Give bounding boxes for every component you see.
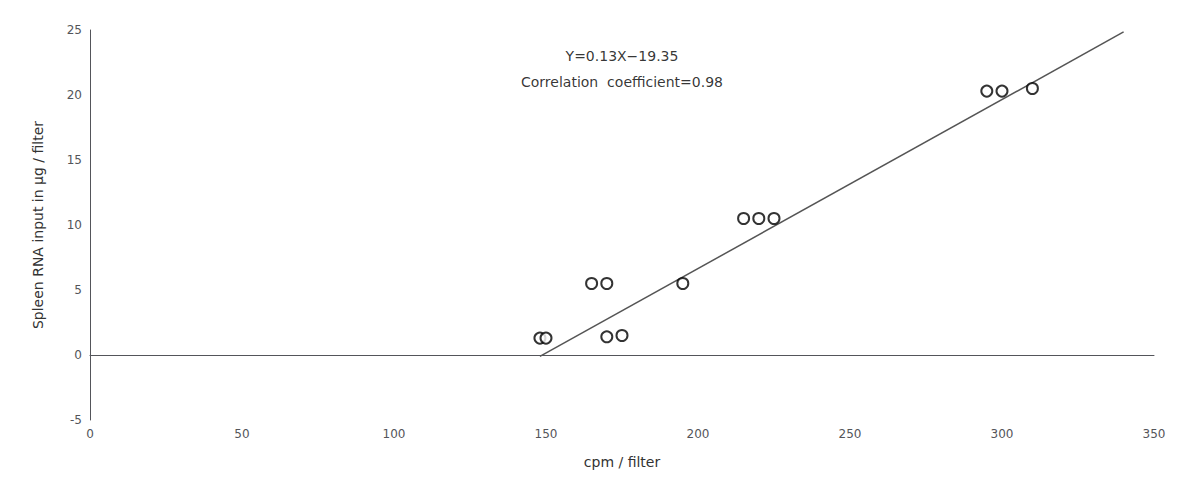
svg-text:0: 0	[86, 427, 94, 441]
svg-text:100: 100	[383, 427, 406, 441]
svg-text:Y=0.13X−19.35: Y=0.13X−19.35	[565, 48, 679, 64]
svg-text:250: 250	[839, 427, 862, 441]
svg-text:5: 5	[74, 283, 82, 297]
svg-text:10: 10	[67, 218, 82, 232]
svg-text:25: 25	[67, 23, 82, 37]
svg-text:150: 150	[535, 427, 558, 441]
svg-text:Correlation coefficient=0.98: Correlation coefficient=0.98	[521, 74, 723, 90]
svg-text:Spleen RNA input in μg / filte: Spleen RNA input in μg / filter	[30, 121, 46, 329]
svg-text:0: 0	[74, 348, 82, 362]
svg-text:300: 300	[991, 427, 1014, 441]
svg-text:350: 350	[1143, 427, 1166, 441]
svg-text:20: 20	[67, 88, 82, 102]
svg-text:50: 50	[234, 427, 249, 441]
svg-text:200: 200	[687, 427, 710, 441]
svg-text:-5: -5	[70, 413, 82, 427]
svg-text:15: 15	[67, 153, 82, 167]
svg-text:cpm / filter: cpm / filter	[584, 454, 661, 470]
